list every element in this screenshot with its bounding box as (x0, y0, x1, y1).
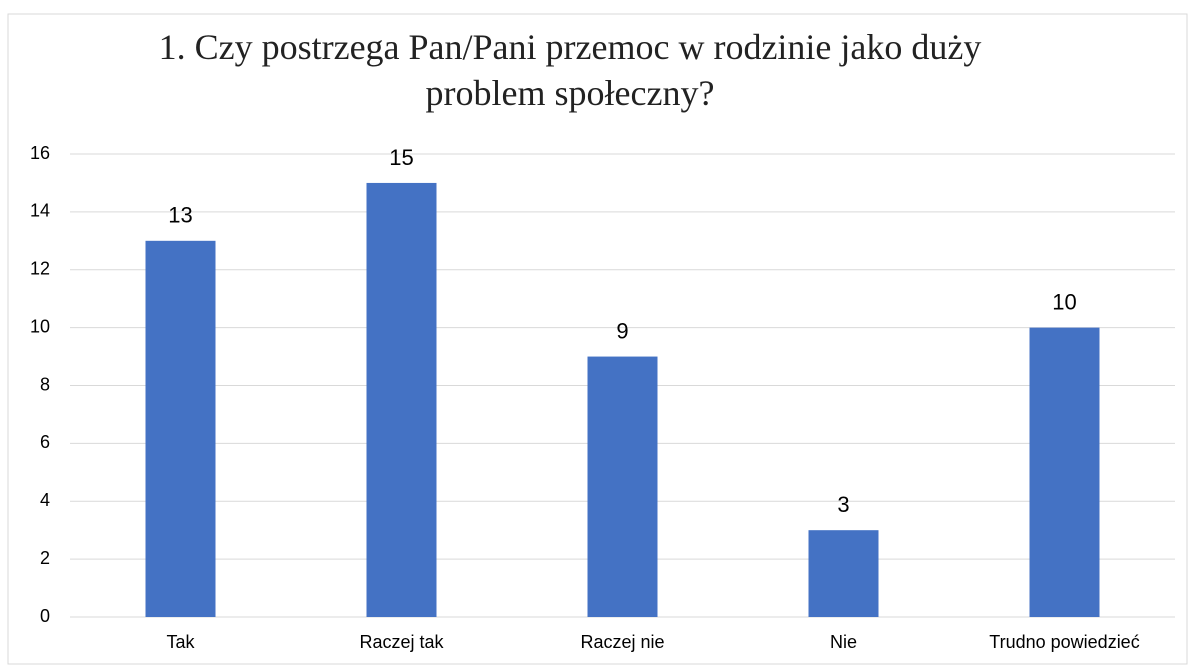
bar (808, 530, 879, 617)
y-tick-label: 16 (30, 143, 50, 163)
data-label: 3 (837, 492, 849, 517)
y-tick-label: 10 (30, 316, 50, 336)
y-tick-label: 8 (40, 374, 50, 394)
y-tick-label: 2 (40, 548, 50, 568)
y-tick-label: 6 (40, 432, 50, 452)
x-tick-label: Trudno powiedzieć (989, 632, 1139, 652)
data-label: 13 (168, 203, 192, 228)
bar (1029, 327, 1100, 617)
y-tick-label: 12 (30, 259, 50, 279)
x-tick-label: Tak (166, 632, 195, 652)
chart-title: 1. Czy postrzega Pan/Pani przemoc w rodz… (158, 27, 982, 113)
bar (587, 356, 658, 617)
bar (145, 240, 216, 617)
y-tick-label: 14 (30, 201, 50, 221)
x-tick-label: Nie (830, 632, 857, 652)
x-tick-label: Raczej tak (359, 632, 444, 652)
x-tick-label: Raczej nie (580, 632, 664, 652)
chart-border (7, 13, 1188, 665)
y-tick-label: 0 (40, 606, 50, 626)
data-label: 10 (1052, 289, 1076, 314)
data-label: 9 (616, 318, 628, 343)
bar (366, 182, 437, 617)
y-tick-label: 4 (40, 490, 50, 510)
data-label: 15 (389, 145, 413, 170)
